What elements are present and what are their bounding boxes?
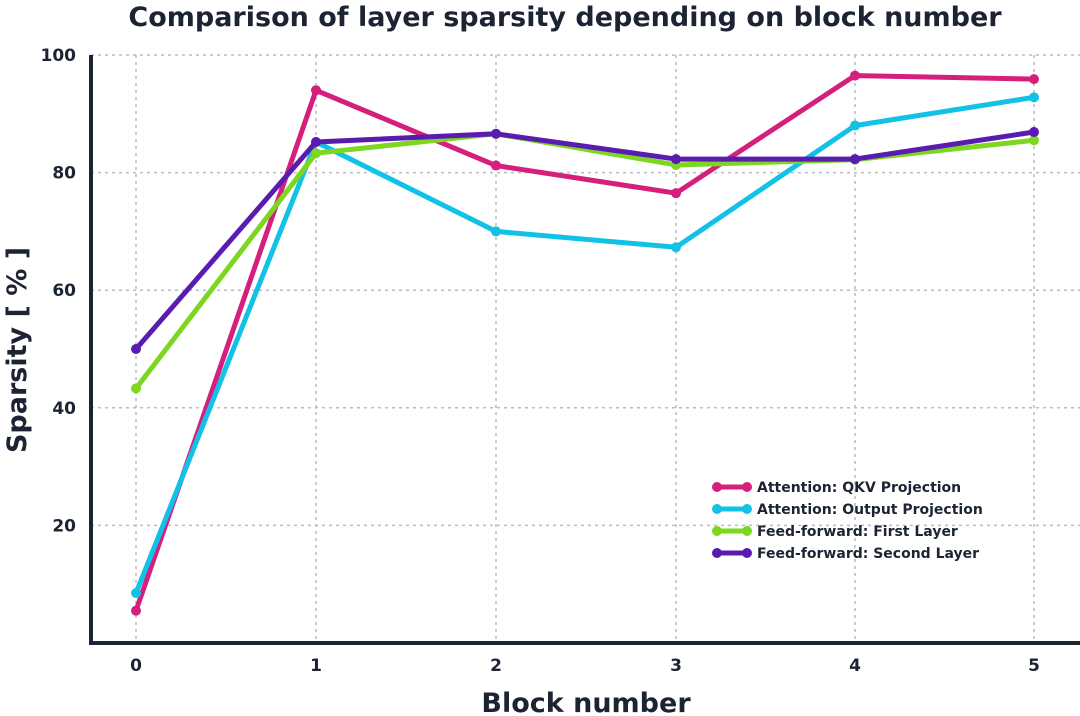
x-tick-label: 4: [849, 656, 861, 676]
data-point: [131, 605, 141, 616]
data-point: [311, 137, 321, 148]
legend-label: Feed-forward: Second Layer: [757, 546, 979, 562]
data-point: [131, 383, 141, 394]
x-tick-label: 5: [1028, 656, 1040, 676]
x-axis-title: Block number: [481, 688, 691, 716]
y-tick-label: 40: [52, 399, 76, 419]
legend-marker: [742, 504, 752, 514]
data-point: [131, 344, 141, 354]
y-tick-label: 80: [52, 164, 76, 184]
series-4: [131, 127, 1039, 354]
data-point: [131, 588, 141, 599]
legend-marker: [742, 526, 752, 536]
legend-label: Feed-forward: First Layer: [757, 524, 958, 540]
series-2: [131, 92, 1039, 599]
y-tick-label: 20: [52, 516, 76, 536]
y-tick-label: 60: [52, 281, 76, 301]
legend-item: Attention: Output Projection: [712, 502, 983, 518]
legend-label: Attention: Output Projection: [757, 502, 983, 518]
data-point: [850, 154, 860, 165]
legend-item: Attention: QKV Projection: [712, 480, 961, 496]
y-tick-label: 100: [41, 46, 77, 66]
data-point: [491, 226, 501, 237]
series-layer: [131, 70, 1039, 616]
legend-marker: [712, 504, 722, 514]
data-point: [311, 85, 321, 96]
x-tick-labels: 0 1 2 3 4 5: [130, 656, 1040, 676]
legend-item: Feed-forward: Second Layer: [712, 546, 979, 562]
data-point: [671, 188, 681, 199]
chart-title: Comparison of layer sparsity depending o…: [128, 2, 1002, 33]
data-point: [1029, 92, 1039, 103]
data-point: [311, 148, 321, 159]
legend: Attention: QKV Projection Attention: Outp…: [712, 480, 983, 562]
data-point: [491, 160, 501, 171]
legend-label: Attention: QKV Projection: [757, 480, 961, 496]
series-line: [133, 129, 1037, 352]
series-line: [133, 94, 1037, 596]
y-tick-labels: 20 40 60 80 100: [41, 46, 77, 536]
data-point: [1029, 127, 1039, 138]
x-tick-label: 3: [670, 656, 682, 676]
data-point: [671, 242, 681, 253]
data-point: [850, 70, 860, 81]
y-axis-title: Sparsity [ % ]: [2, 247, 33, 453]
data-point: [491, 128, 501, 139]
legend-marker: [712, 482, 722, 492]
legend-marker: [712, 526, 722, 536]
x-tick-label: 0: [130, 656, 142, 676]
legend-item: Feed-forward: First Layer: [712, 524, 958, 540]
data-point: [850, 120, 860, 131]
legend-marker: [712, 548, 722, 558]
legend-marker: [742, 482, 752, 492]
data-point: [1029, 74, 1039, 85]
data-point: [1029, 135, 1039, 146]
x-tick-label: 2: [490, 656, 502, 676]
data-point: [671, 154, 681, 165]
legend-marker: [742, 548, 752, 558]
x-tick-label: 1: [310, 656, 322, 676]
